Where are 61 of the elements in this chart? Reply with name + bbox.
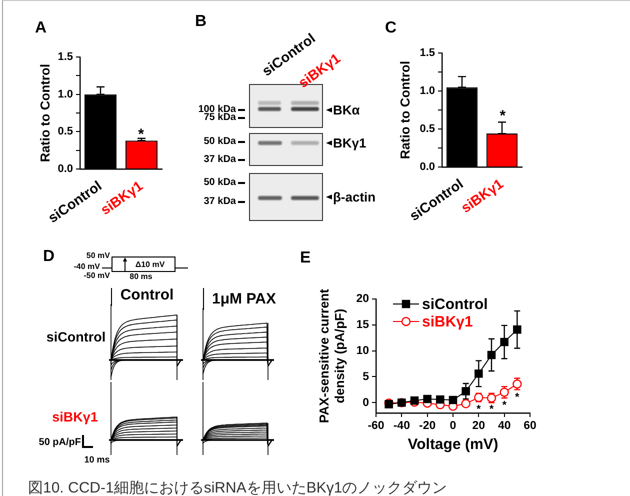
- annotation: *: [502, 399, 508, 412]
- x-axis-title: Voltage (mV): [408, 436, 498, 454]
- x-tick-label: -40: [393, 420, 410, 432]
- text: B: [195, 13, 207, 30]
- chart-title: A: [35, 19, 47, 36]
- text: BKα: [333, 102, 360, 118]
- y-tick-label: 20: [356, 293, 369, 306]
- legend-label: siBKγ1: [422, 314, 473, 331]
- annotation: *: [500, 107, 506, 124]
- y-axis-title: PAX-sensitive current density (pA/pF): [316, 288, 347, 424]
- point: [461, 399, 470, 408]
- point: [448, 396, 458, 404]
- point: [462, 387, 470, 396]
- text: 1μM PAX: [212, 290, 276, 308]
- x-tick-label: 20: [472, 420, 486, 432]
- point: [487, 350, 496, 360]
- x-tick-label: -60: [368, 420, 384, 432]
- text: 50 pA/pF: [38, 437, 81, 448]
- text: BKγ1: [333, 136, 366, 150]
- y-axis-title: Ratio to Control: [37, 64, 52, 162]
- y-tick-label: 10: [356, 344, 369, 357]
- y-tick-label: 1.0: [420, 85, 435, 98]
- annotation: *: [515, 392, 520, 404]
- text: 50 kDa: [204, 136, 236, 147]
- text: 37 kDa: [204, 154, 236, 165]
- y-tick-label: 15: [356, 319, 370, 332]
- y-axis-title: Ratio to Control: [397, 60, 412, 160]
- annotation: *: [138, 126, 144, 144]
- point: [423, 394, 432, 404]
- y-tick-label: 5: [362, 370, 370, 383]
- y-tick-label: 0: [362, 396, 369, 409]
- y-tick-label: 0.0: [420, 161, 435, 174]
- x-tick-label: 0: [450, 420, 456, 432]
- chart-title: E: [300, 249, 311, 266]
- text: 75 kDa: [204, 112, 236, 123]
- text: D: [43, 248, 55, 265]
- x-tick-label: 40: [498, 420, 511, 432]
- text: 50 kDa: [204, 177, 236, 188]
- annotation: *: [489, 404, 494, 416]
- text: 37 kDa: [204, 196, 236, 207]
- legend-label: siControl: [422, 296, 488, 314]
- point: [436, 395, 444, 404]
- point: [500, 338, 508, 346]
- y-tick-label: 1.5: [420, 47, 435, 60]
- annotation: *: [476, 404, 482, 416]
- x-tick-label: 60: [524, 420, 536, 432]
- text: Control: [120, 286, 174, 304]
- text: 10 ms: [84, 454, 110, 464]
- caption: 図10. CCD-1細胞におけるsiRNAを用いたBKγ1のノックダウン: [28, 480, 448, 496]
- text: β-actin: [333, 190, 376, 204]
- point: [513, 325, 522, 334]
- x-tick-label: -20: [419, 420, 436, 432]
- voltage-protocol-diagram: 50 mV -40 mV -50 mV Δ10 mV 80 ms: [75, 249, 189, 282]
- y-tick-label: 1.5: [58, 51, 73, 64]
- y-tick-label: 1.0: [58, 88, 73, 100]
- chart-title: C: [385, 19, 397, 36]
- category-label: siControl: [46, 329, 106, 344]
- y-tick-label: 0.0: [58, 163, 73, 176]
- y-tick-label: 0.5: [58, 126, 73, 138]
- y-tick-label: 0.5: [420, 123, 435, 136]
- point: [474, 369, 483, 378]
